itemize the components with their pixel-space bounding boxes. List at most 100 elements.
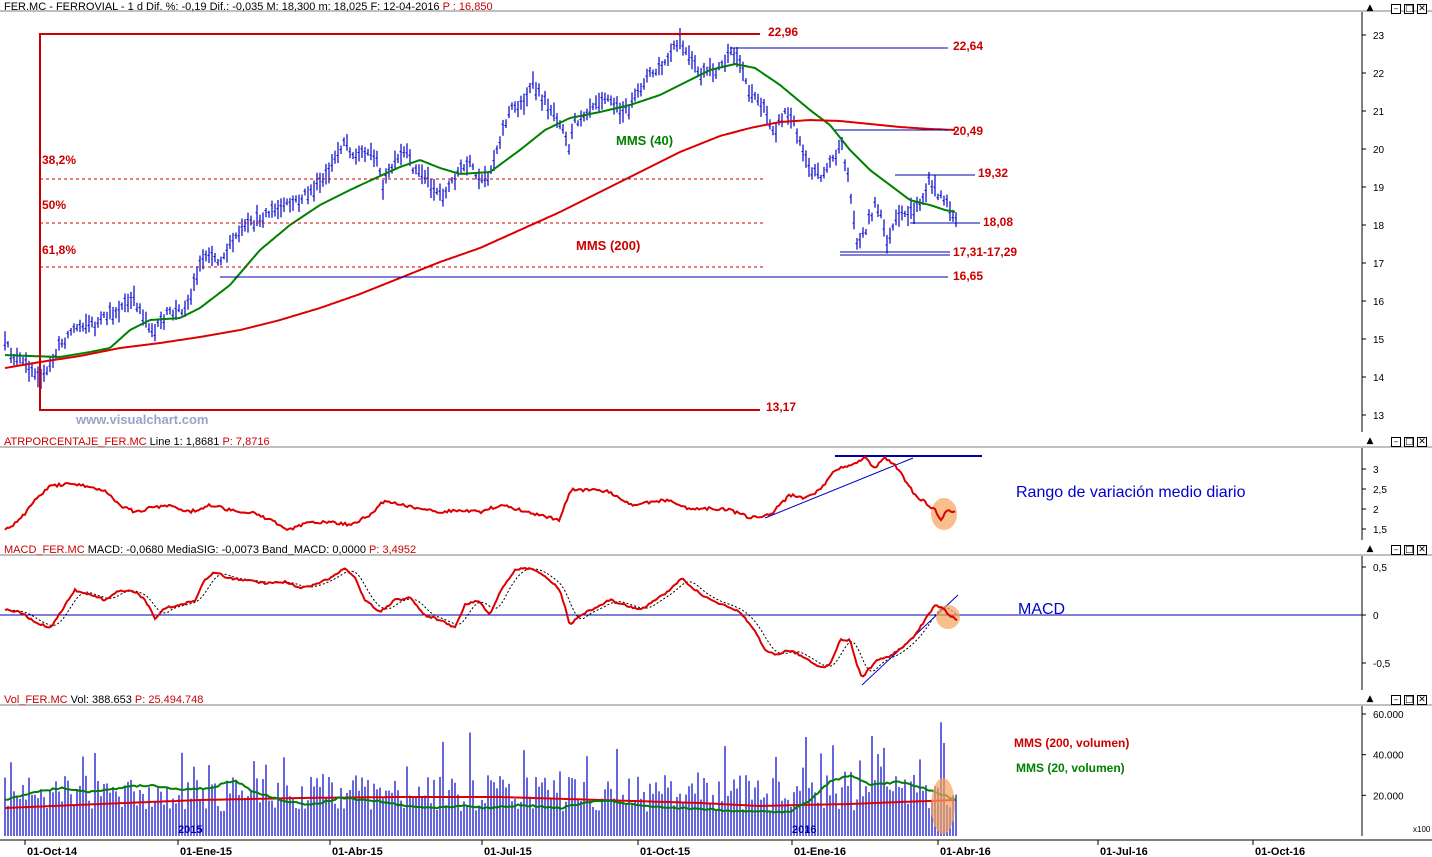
price-y-tick-label: 17 [1373, 259, 1385, 270]
vol-legend-mms200: MMS (200, volumen) [1014, 736, 1129, 750]
x-tick-label: 01-Abr-15 [332, 846, 383, 857]
atr-y-axis: 3 2,5 2 1,5 [1362, 465, 1387, 536]
x-tick-label: 01-Oct-16 [1255, 846, 1305, 857]
level-top-label: 22,96 [768, 25, 798, 39]
level-1731-label: 17,31-17,29 [953, 245, 1017, 259]
price-y-axis: 23 22 21 20 19 18 17 16 15 14 13 [1362, 31, 1385, 422]
level-1665-label: 16,65 [953, 269, 983, 283]
price-header-high: M: 18,300 [266, 1, 316, 13]
price-header-price: P : 16,850 [442, 1, 493, 13]
volume-header-name: Vol_FER.MC [4, 694, 68, 706]
atr-trend-line [764, 457, 914, 519]
macd-y-tick-label: 0,5 [1373, 563, 1387, 574]
atr-y-tick-label: 3 [1373, 465, 1379, 476]
close-icon[interactable]: ✕ [1417, 545, 1427, 555]
atr-y-tick-label: 1,5 [1373, 525, 1387, 536]
price-y-tick-label: 15 [1373, 335, 1385, 346]
ma40-line [4, 62, 956, 359]
atr-panel: Rango de variación medio diario 3 2,5 2 1,5 [4, 455, 1387, 536]
maximize-icon[interactable]: □ [1404, 545, 1414, 555]
x-tick-label: 01-Jul-15 [484, 846, 532, 857]
atr-header: ATRPORCENTAJE_FER.MC Line 1: 1,8681 P: 7… [4, 436, 270, 448]
level-2264-label: 22,64 [953, 39, 983, 53]
fibonacci-box [39, 33, 760, 411]
close-icon[interactable]: ✕ [1417, 695, 1427, 705]
price-header-symbol: FER.MC - FERROVIAL - 1 d [4, 1, 143, 13]
level-1932-label: 19,32 [978, 166, 1008, 180]
x-tick-label: 01-Ene-15 [180, 846, 232, 857]
minimize-icon[interactable]: – [1391, 695, 1401, 705]
macd-annotation: MACD [1018, 601, 1065, 618]
volume-y-tick-label: 20.000 [1373, 791, 1404, 802]
maximize-icon[interactable]: □ [1404, 4, 1414, 14]
volume-annotations [931, 778, 955, 834]
price-y-tick-label: 14 [1373, 373, 1385, 384]
macd-header: MACD_FER.MC MACD: -0,0680 MediaSIG: -0,0… [4, 544, 416, 556]
price-y-tick-label: 23 [1373, 31, 1385, 42]
volume-y-axis: 60.000 40.000 20.000 [1362, 710, 1404, 802]
volume-y-tick-label: 60.000 [1373, 710, 1404, 721]
vol-legend-mms20: MMS (20, volumen) [1016, 761, 1125, 775]
price-header: FER.MC - FERROVIAL - 1 d Dif. %: -0,19 D… [4, 1, 493, 13]
volume-header-vol: Vol: 388.653 [70, 694, 132, 706]
price-y-tick-label: 16 [1373, 297, 1385, 308]
minimize-icon[interactable]: – [1391, 4, 1401, 14]
volume-scale-label: x100 [1413, 825, 1431, 834]
macd-panel: MACD 0,5 0 -0,5 [0, 563, 1391, 686]
atr-annotation: Rango de variación medio diario [1016, 484, 1246, 501]
volume-header-p: P: 25.494.748 [134, 694, 204, 706]
macd-y-tick-label: 0 [1373, 611, 1379, 622]
price-header-difpct: Dif. %: -0,19 [146, 1, 207, 13]
atr-y-tick-label: 2 [1373, 505, 1379, 516]
panel-frames [0, 10, 1432, 841]
atr-line [4, 455, 956, 532]
atr-header-line1: Line 1: 1,8681 [149, 436, 220, 448]
volume-ma20-line [4, 773, 957, 814]
macd-line [4, 566, 958, 678]
price-header-dif: Dif.: -0,035 [209, 1, 264, 13]
maximize-icon[interactable]: □ [1404, 437, 1414, 447]
scroll-up-icon[interactable]: ▲ [1366, 436, 1374, 446]
price-y-tick-label: 21 [1373, 107, 1385, 118]
fib-50-label: 50% [42, 198, 66, 212]
minimize-icon[interactable]: – [1391, 545, 1401, 555]
fib-382-label: 38,2% [42, 153, 76, 167]
price-y-tick-label: 13 [1373, 411, 1385, 422]
minimize-icon[interactable]: – [1391, 437, 1401, 447]
macd-signal-line [5, 568, 958, 672]
close-icon[interactable]: ✕ [1417, 437, 1427, 447]
price-header-low: m: 18,025 [318, 1, 368, 13]
level-bottom-label: 13,17 [766, 400, 796, 414]
atr-header-p: P: 7,8716 [222, 436, 270, 448]
maximize-icon[interactable]: □ [1404, 695, 1414, 705]
x-tick-label: 01-Ene-16 [794, 846, 846, 857]
macd-header-signal: MediaSIG: -0,0073 [166, 544, 259, 556]
macd-y-tick-label: -0,5 [1373, 659, 1391, 670]
price-annotations [39, 33, 980, 411]
volume-ma200-line [4, 796, 957, 809]
price-bars [3, 28, 957, 390]
macd-header-band: Band_MACD: 0,0000 [262, 544, 366, 556]
price-panel: www.visualchart.com MMS (40) MMS (200) 3… [3, 25, 1385, 427]
year-label-2015: 2015 [178, 824, 202, 836]
macd-header-name: MACD_FER.MC [4, 544, 85, 556]
close-icon[interactable]: ✕ [1417, 4, 1427, 14]
year-label-2016: 2016 [792, 824, 816, 836]
mms200-label: MMS (200) [576, 238, 640, 253]
scroll-up-icon[interactable]: ▲ [1366, 3, 1374, 13]
atr-header-name: ATRPORCENTAJE_FER.MC [4, 436, 147, 448]
macd-header-macd: MACD: -0,0680 [87, 544, 164, 556]
level-1808-label: 18,08 [983, 215, 1013, 229]
watermark: www.visualchart.com [75, 412, 208, 427]
scroll-up-icon[interactable]: ▲ [1366, 544, 1374, 554]
macd-header-p: P: 3,4952 [369, 544, 417, 556]
x-tick-label: 01-Abr-16 [940, 846, 991, 857]
x-tick-label: 01-Jul-16 [1100, 846, 1148, 857]
macd-highlight-circle [936, 605, 960, 629]
level-2049-label: 20,49 [953, 124, 983, 138]
volume-y-tick-label: 40.000 [1373, 751, 1404, 762]
scroll-up-icon[interactable]: ▲ [1366, 694, 1374, 704]
mms40-label: MMS (40) [616, 133, 673, 148]
price-y-tick-label: 20 [1373, 145, 1385, 156]
